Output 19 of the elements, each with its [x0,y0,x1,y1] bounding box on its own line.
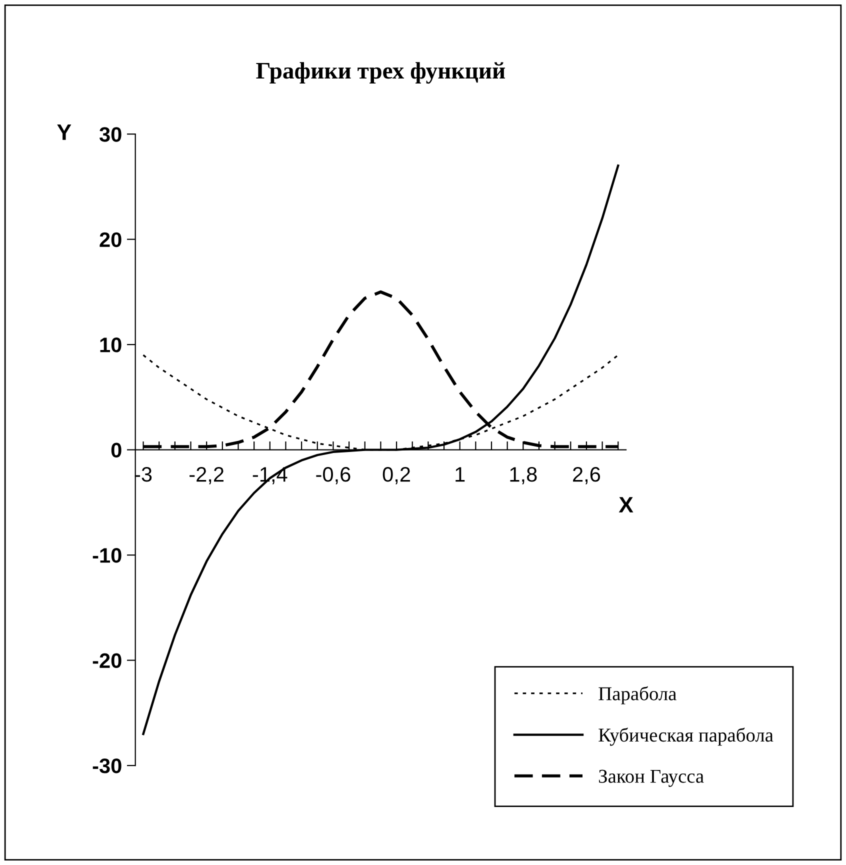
x-tick-label: -2,2 [190,467,224,484]
y-tick-label: -10 [92,548,122,563]
legend-label: Кубическая парабола [598,728,774,746]
x-tick-label: 2,6 [573,467,600,484]
legend-label: Парабола [598,686,676,704]
y-tick-label: 20 [100,232,122,248]
legend-label: Закон Гаусса [598,770,704,787]
y-tick-label: 10 [100,338,122,352]
x-tick-label: 1,8 [510,467,537,484]
y-tick-label: 30 [99,127,122,142]
x-tick-label: 1 [456,467,465,482]
y-tick-label: -20 [92,653,122,668]
y-tick-label: 0 [111,442,122,458]
x-tick-label: -0,6 [316,467,350,484]
chart-title: Графики трех функций [256,62,505,84]
y-tick-label: -30 [92,758,122,774]
y-axis-title: Y [57,124,72,140]
x-tick-label: 0,2 [382,467,410,484]
x-axis-title: X [618,497,634,512]
